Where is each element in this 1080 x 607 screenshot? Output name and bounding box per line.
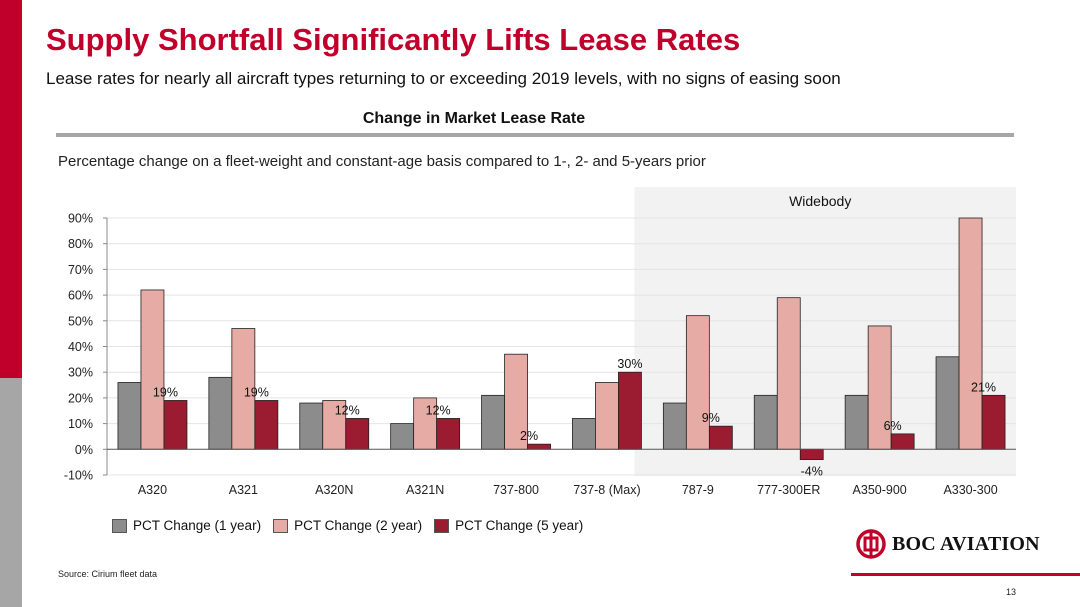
source-note: Source: Cirium fleet data: [58, 569, 158, 579]
bar-1year: [572, 418, 596, 450]
bar-chart: Widebody -10% 0% 10% 20% 30% 40% 50% 60% 70% 80% 90…: [64, 187, 1016, 497]
bar-2year: [595, 382, 619, 450]
bar-5year: [527, 443, 551, 450]
legend-swatch-2year: [273, 518, 289, 533]
bar-5year: [981, 394, 1006, 450]
bar-5year: [345, 418, 370, 450]
legend-item-1year: PCT Change (1 year): [112, 518, 261, 533]
logo-underline: [851, 573, 1080, 576]
x-tick-label: A321N: [406, 483, 444, 497]
data-label: 12%: [426, 403, 451, 417]
bar-1year: [299, 402, 324, 450]
y-tick-label: 30%: [68, 366, 93, 380]
widebody-label: Widebody: [789, 193, 851, 209]
x-tick-label: 737-800: [493, 483, 539, 497]
heading-divider: [56, 133, 1014, 137]
data-label: 19%: [153, 385, 178, 399]
bar-1year: [844, 394, 869, 450]
y-tick-label: 10%: [68, 417, 93, 431]
y-tick-label: 0%: [75, 443, 93, 457]
x-tick-label: 777-300ER: [757, 483, 820, 497]
x-tick-label: 787-9: [682, 483, 714, 497]
bar-1year: [662, 402, 687, 450]
bar-5year: [799, 448, 824, 460]
side-bar-red: [0, 0, 22, 378]
x-tick-label: A320N: [315, 483, 353, 497]
y-tick-label: 70%: [68, 263, 93, 277]
data-label: 30%: [617, 357, 642, 371]
y-tick-label: 90%: [68, 212, 93, 226]
legend-swatch-1year: [112, 518, 127, 533]
company-logo: BOC AVIATION: [856, 529, 1040, 559]
y-tick-label: 60%: [68, 289, 93, 303]
legend-label-2year: PCT Change (2 year): [294, 518, 423, 533]
y-tick-label: 40%: [68, 340, 93, 354]
data-label: 9%: [702, 411, 720, 425]
y-tick-label: 20%: [68, 391, 93, 405]
chart-legend: PCT Change (1 year) PCT Change (2 year) …: [112, 518, 595, 533]
bar-2year: [685, 315, 710, 450]
boc-emblem-icon: [856, 529, 886, 559]
bar-2year: [958, 217, 983, 450]
data-label: 12%: [335, 403, 360, 417]
data-label: 21%: [971, 380, 996, 394]
bar-1year: [481, 394, 505, 450]
legend-label-5year: PCT Change (5 year): [455, 518, 584, 533]
x-tick-label: A330-300: [943, 483, 997, 497]
slide-title: Supply Shortfall Significantly Lifts Lea…: [46, 22, 741, 57]
bar-1year: [208, 376, 233, 450]
y-tick-label: -10%: [64, 469, 93, 483]
x-tick-label: A320: [138, 483, 167, 497]
data-label: 19%: [244, 385, 269, 399]
data-label: 2%: [520, 429, 538, 443]
bar-2year: [140, 289, 165, 450]
legend-item-5year: PCT Change (5 year): [434, 518, 583, 533]
bar-1year: [753, 394, 778, 450]
y-tick-label: 80%: [68, 237, 93, 251]
legend-label-1year: PCT Change (1 year): [133, 518, 262, 533]
bar-5year: [708, 425, 733, 450]
slide-subtitle: Lease rates for nearly all aircraft type…: [46, 69, 841, 88]
data-label: 6%: [884, 419, 902, 433]
logo-text: BOC AVIATION: [892, 532, 1040, 555]
x-tick-label: 737-8 (Max): [573, 483, 640, 497]
page-number: 13: [1006, 587, 1017, 597]
legend-swatch-5year: [434, 518, 450, 533]
bar-5year: [618, 371, 642, 450]
bar-2year: [776, 297, 801, 450]
bar-5year: [254, 400, 279, 450]
side-bar-grey: [0, 378, 22, 607]
y-tick-label: 50%: [68, 314, 93, 328]
bar-1year: [117, 382, 142, 450]
chart-heading: Change in Market Lease Rate: [362, 110, 586, 127]
bar-1year: [390, 423, 415, 450]
bar-5year: [436, 418, 461, 450]
bar-1year: [935, 356, 960, 450]
x-tick-label: A350-900: [853, 483, 907, 497]
legend-item-2year: PCT Change (2 year): [273, 518, 422, 533]
bar-5year: [890, 433, 915, 450]
chart-subheading: Percentage change on a fleet-weight and …: [58, 153, 706, 170]
x-tick-label: A321: [229, 483, 258, 497]
data-label: -4%: [801, 465, 823, 479]
bar-5year: [163, 400, 188, 450]
